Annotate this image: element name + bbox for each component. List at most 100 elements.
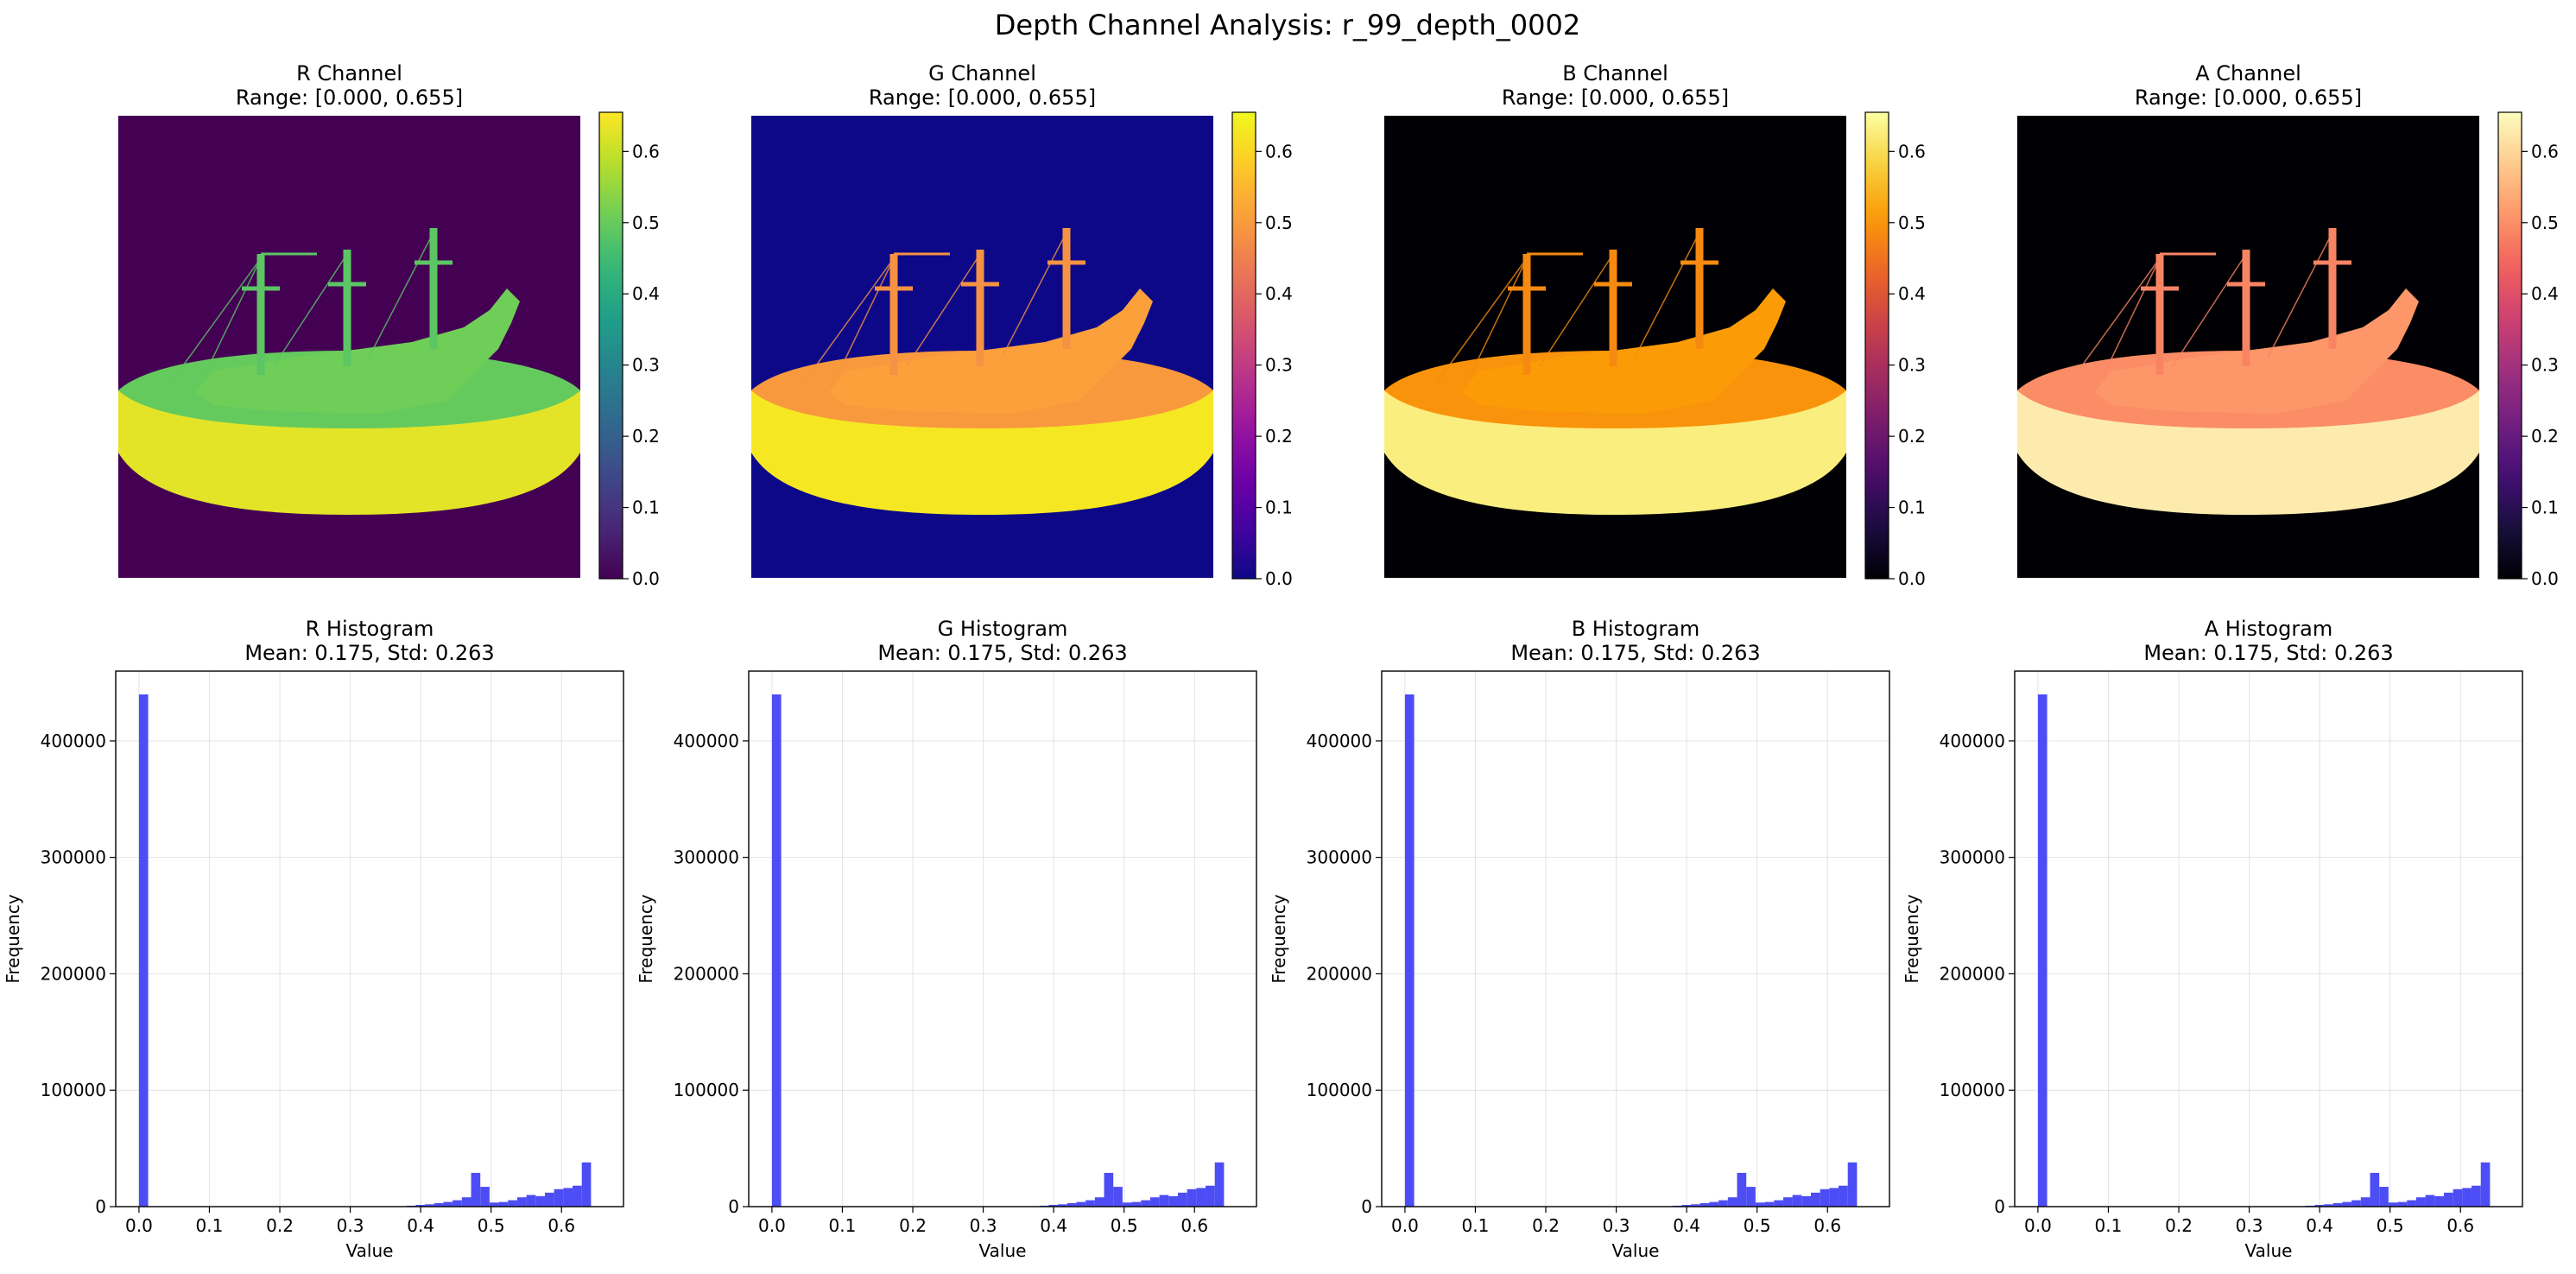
y-tick-label: 100000	[674, 1080, 739, 1100]
channel-range-subtitle: Range: [0.000, 0.655]	[1502, 86, 1729, 110]
histogram-bar	[544, 1192, 554, 1207]
colorbar	[598, 111, 623, 580]
colorbar-tick-label: 0.5	[2531, 212, 2559, 233]
y-tick-label: 100000	[1307, 1080, 1372, 1100]
colorbar-tick-label: 0.3	[632, 355, 660, 376]
depth-image	[751, 228, 1213, 515]
histogram-bar	[2351, 1200, 2361, 1207]
x-tick-label: 0.6	[547, 1215, 575, 1236]
x-tick-label: 0.2	[2165, 1215, 2193, 1236]
channel-range-subtitle: Range: [0.000, 0.655]	[2135, 86, 2362, 110]
colorbar	[2497, 111, 2522, 580]
plot-area	[116, 671, 623, 1207]
depth-image	[1384, 228, 1846, 515]
histogram-bar	[415, 1204, 426, 1207]
plot-frame	[1381, 670, 1890, 1207]
x-tick-label: 0.5	[2377, 1215, 2404, 1236]
y-tick-label: 100000	[41, 1080, 106, 1100]
histogram-bar	[471, 1172, 481, 1207]
histogram-bar	[1196, 1188, 1206, 1207]
x-tick-label: 0.0	[125, 1215, 153, 1236]
colorbar-tick-label: 0.2	[632, 426, 660, 447]
histogram-bar	[1094, 1197, 1104, 1207]
histogram-bar	[1076, 1201, 1086, 1207]
x-tick-label: 0.1	[2095, 1215, 2123, 1236]
histogram-bar	[2415, 1197, 2426, 1207]
colorbar	[1864, 111, 1889, 580]
x-tick-label: 0.5	[1744, 1215, 1771, 1236]
histogram-bar	[1764, 1201, 1775, 1207]
histogram-bar	[453, 1200, 462, 1207]
histogram-bar	[508, 1200, 517, 1207]
y-tick-label: 400000	[674, 731, 739, 751]
colorbar-tick-label: 0.4	[1898, 283, 1926, 304]
histogram-bar	[1168, 1195, 1178, 1207]
colorbar	[1231, 111, 1256, 580]
colorbar-tick-label: 0.5	[1898, 212, 1926, 233]
plot-frame	[115, 670, 624, 1207]
x-tick-label: 0.4	[407, 1215, 434, 1236]
histogram-bar	[1206, 1185, 1215, 1207]
x-tick-label: 0.2	[266, 1215, 294, 1236]
figure-suptitle: Depth Channel Analysis: r_99_depth_0002	[995, 9, 1580, 41]
colorbar-tick-label: 0.1	[1898, 498, 1926, 518]
colorbar-tick-label: 0.2	[1898, 426, 1926, 447]
plot-area	[2015, 671, 2522, 1207]
colorbar-tick-label: 0.6	[2531, 141, 2559, 162]
x-tick-label: 0.0	[1391, 1215, 1419, 1236]
histogram-bar	[2425, 1195, 2435, 1207]
depth-image-rigging	[169, 231, 434, 384]
colorbar-tick-label: 0.1	[1265, 498, 1293, 518]
histogram-title: A Histogram	[2205, 617, 2333, 641]
y-tick-label: 0	[1361, 1196, 1372, 1217]
histogram-bar	[1755, 1202, 1765, 1207]
x-tick-label: 0.2	[1532, 1215, 1560, 1236]
y-tick-label: 400000	[41, 731, 106, 751]
colorbar-tick-label: 0.3	[1898, 355, 1926, 376]
histogram-bar	[461, 1197, 472, 1207]
x-tick-label: 0.5	[1111, 1215, 1138, 1236]
histogram-bar	[1131, 1201, 1142, 1207]
histogram-bar	[1746, 1187, 1756, 1207]
histogram-stats-subtitle: Mean: 0.175, Std: 0.263	[2143, 641, 2393, 665]
colorbar-tick-label: 0.3	[2531, 355, 2559, 376]
histogram-stats-subtitle: Mean: 0.175, Std: 0.263	[877, 641, 1127, 665]
histogram-bar	[1839, 1185, 1848, 1207]
histogram-bar	[1159, 1195, 1169, 1207]
x-tick-label: 0.4	[1040, 1215, 1067, 1236]
x-tick-label: 0.5	[478, 1215, 505, 1236]
y-axis-label: Frequency	[3, 894, 23, 983]
histogram-bar	[1104, 1172, 1114, 1207]
y-tick-label: 300000	[41, 847, 106, 868]
depth-image	[2017, 228, 2479, 515]
histogram-bar	[1774, 1200, 1783, 1207]
histogram-bar	[2397, 1201, 2408, 1207]
y-axis-label: Frequency	[1902, 894, 1922, 983]
y-tick-label: 200000	[674, 963, 739, 984]
histogram-bar	[138, 694, 149, 1207]
colorbar-tick-label: 0.5	[1265, 212, 1293, 233]
colorbar-tick-label: 0.0	[1265, 568, 1293, 589]
y-axis-label: Frequency	[636, 894, 656, 983]
histogram-bar	[2314, 1204, 2325, 1207]
depth-image-ship	[1462, 288, 1786, 414]
x-tick-label: 0.1	[196, 1215, 224, 1236]
histogram-bar	[2388, 1202, 2398, 1207]
plot-frame	[748, 670, 1257, 1207]
x-tick-label: 0.2	[899, 1215, 927, 1236]
histogram-bar	[2324, 1204, 2333, 1207]
histogram-bar	[563, 1188, 573, 1207]
histogram-bar	[2480, 1162, 2491, 1207]
x-tick-label: 0.3	[970, 1215, 997, 1236]
y-tick-label: 300000	[1307, 847, 1372, 868]
histogram-bar	[554, 1188, 564, 1207]
colorbar-tick-label: 0.1	[632, 498, 660, 518]
histogram-bar	[2453, 1188, 2463, 1207]
colorbar-tick-label: 0.6	[1898, 141, 1926, 162]
histogram-bar	[2379, 1187, 2389, 1207]
histogram-bar	[2360, 1197, 2370, 1207]
